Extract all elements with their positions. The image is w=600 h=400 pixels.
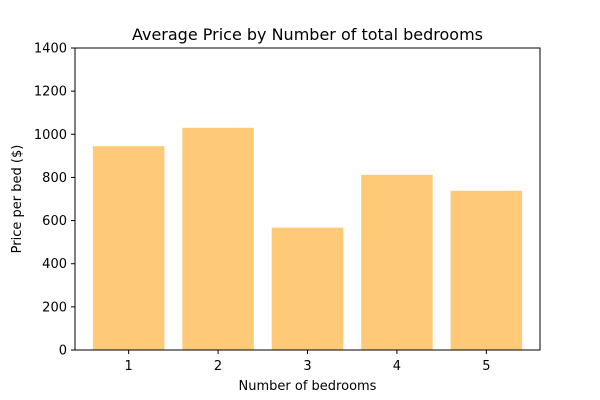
y-tick-label: 0	[59, 344, 67, 359]
y-axis-ticks: 0 200 400 600 800 1000 1200 1400	[34, 42, 75, 359]
bar	[182, 127, 254, 350]
y-axis-label: Price per bed ($)	[10, 145, 25, 254]
bar	[361, 174, 433, 350]
y-tick-label: 400	[42, 257, 67, 272]
chart-title: Average Price by Number of total bedroom…	[132, 25, 483, 44]
y-tick-label: 800	[42, 171, 67, 186]
bar	[92, 146, 165, 350]
bars-group	[92, 127, 523, 350]
y-tick-label: 200	[42, 300, 67, 315]
x-axis-ticks: 1 2 3 4 5	[125, 350, 490, 374]
x-axis-label: Number of bedrooms	[239, 379, 377, 394]
y-tick-label: 1200	[34, 85, 67, 100]
y-tick-label: 600	[42, 214, 67, 229]
bar	[450, 190, 523, 350]
x-tick-label: 3	[303, 359, 311, 374]
x-tick-label: 5	[482, 359, 490, 374]
bar	[271, 227, 344, 350]
y-tick-label: 1400	[34, 42, 67, 57]
plot-frame	[74, 47, 541, 351]
x-tick-label: 2	[214, 359, 222, 374]
x-tick-label: 4	[393, 359, 401, 374]
y-tick-label: 1000	[34, 128, 67, 143]
x-tick-label: 1	[125, 359, 133, 374]
